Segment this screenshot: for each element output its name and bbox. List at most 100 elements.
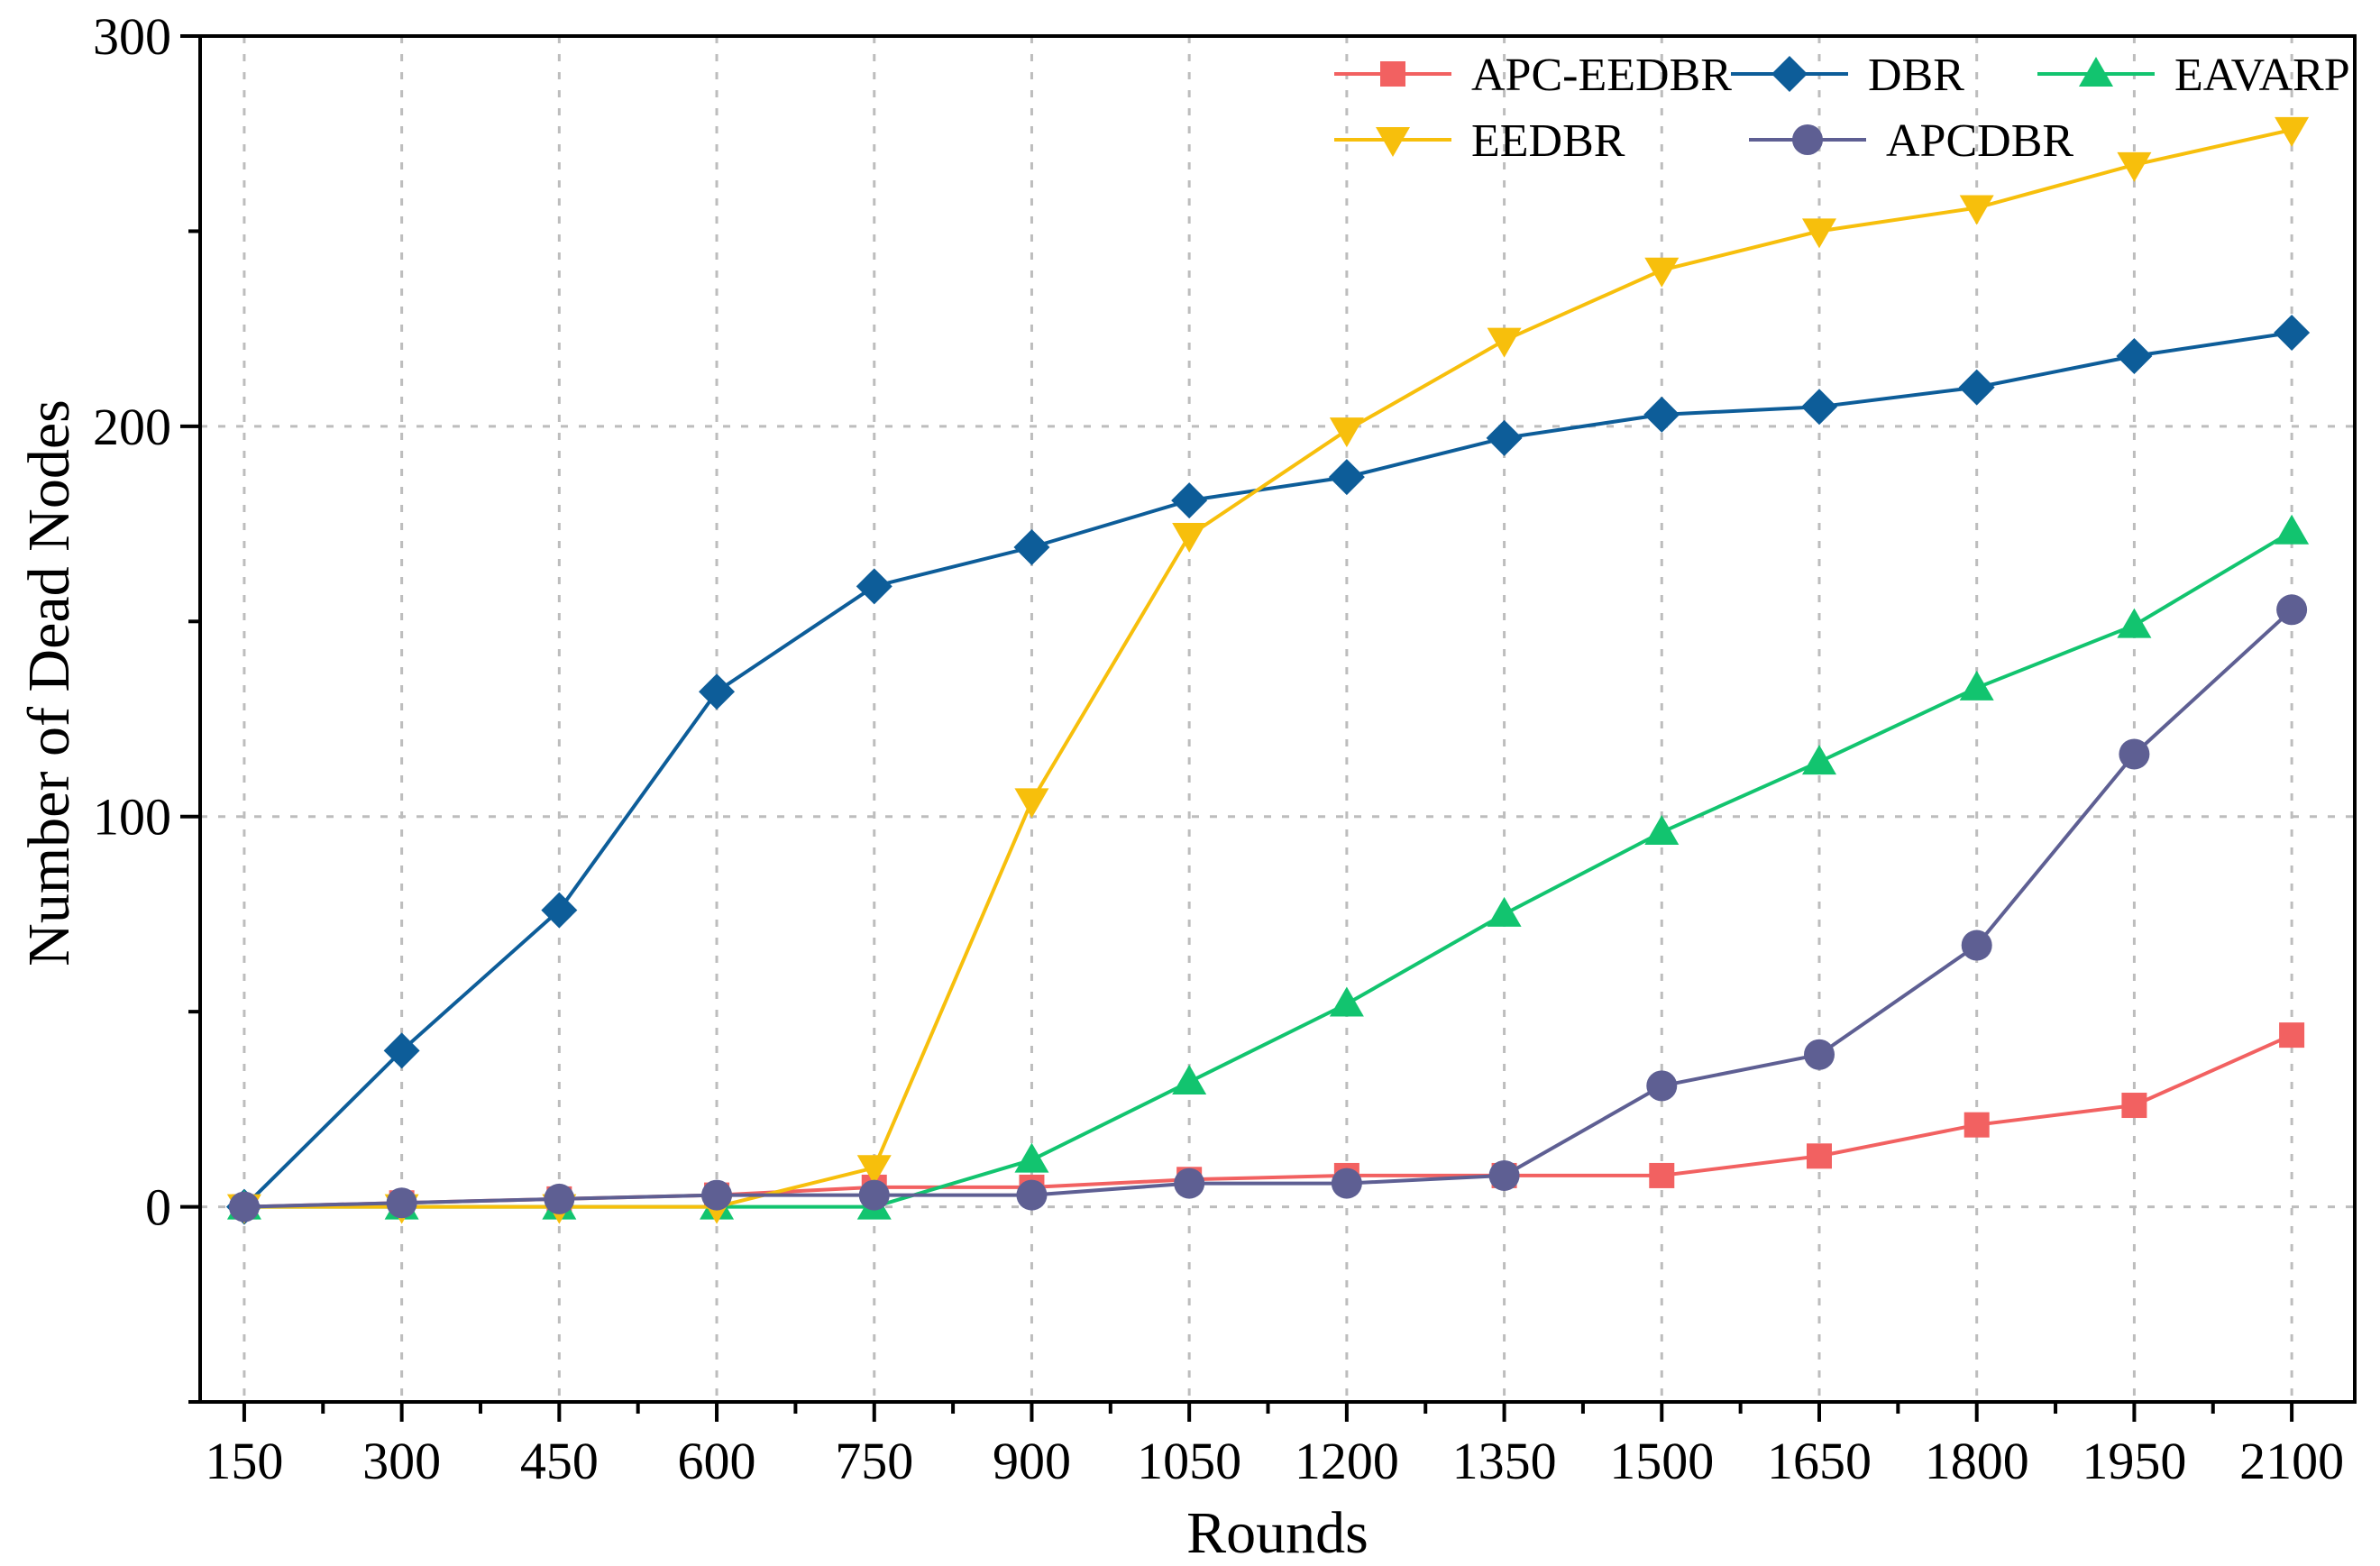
point-eedbr xyxy=(1801,218,1836,249)
legend-marker xyxy=(1771,56,1808,92)
point-dbr xyxy=(856,568,892,605)
series-layer xyxy=(225,116,2311,1225)
point-eedbr xyxy=(1644,257,1680,288)
point-dbr xyxy=(2274,314,2311,351)
point-eavarp xyxy=(1487,896,1522,927)
legend: APC-EEDBR DBR EAVARP EEDBR APCDBR xyxy=(1334,50,2350,167)
x-tick-label: 1650 xyxy=(1767,1432,1872,1490)
legend-label: APCDBR xyxy=(1886,115,2073,167)
point-eavarp xyxy=(2117,608,2152,638)
point-dbr xyxy=(541,892,578,929)
y-tick-label: 200 xyxy=(93,398,171,456)
series-eedbr xyxy=(226,116,2310,1224)
legend-marker xyxy=(1376,127,1410,157)
legend-item-apcdbr: APCDBR xyxy=(1749,115,2073,167)
point-eavarp xyxy=(2275,514,2310,545)
point-apcdbr xyxy=(2119,738,2150,770)
point-eedbr xyxy=(1329,417,1364,448)
series-dbr xyxy=(225,314,2311,1225)
point-apcdbr xyxy=(701,1179,733,1211)
point-eedbr xyxy=(1959,195,1994,225)
point-eavarp xyxy=(1801,745,1836,775)
point-eavarp xyxy=(1014,1142,1049,1173)
x-tick-label: 900 xyxy=(993,1432,1071,1490)
point-apcdbr xyxy=(228,1191,260,1223)
point-apc-eedbr xyxy=(1649,1162,1675,1188)
legend-item-eedbr: EEDBR xyxy=(1334,115,1625,167)
x-tick-label: 1050 xyxy=(1137,1432,1241,1490)
point-apcdbr xyxy=(1803,1039,1835,1070)
x-tick-label: 1500 xyxy=(1609,1432,1714,1490)
plot-frame xyxy=(198,34,2357,1404)
y-axis-title: Number of Dead Nodes xyxy=(16,399,82,966)
point-apcdbr xyxy=(2276,594,2308,626)
point-eedbr xyxy=(1487,327,1522,358)
legend-label: APC-EEDBR xyxy=(1471,50,1732,101)
x-tick-label: 600 xyxy=(678,1432,756,1490)
series-apcdbr xyxy=(228,594,2308,1223)
x-tick-label: 1950 xyxy=(2082,1432,2186,1490)
x-tick-label: 1350 xyxy=(1452,1432,1557,1490)
legend-item-apc-eedbr: APC-EEDBR xyxy=(1334,50,1732,101)
point-eavarp xyxy=(1959,670,1994,701)
x-tick-label: 750 xyxy=(835,1432,913,1490)
x-tick-label: 1200 xyxy=(1295,1432,1399,1490)
point-apc-eedbr xyxy=(2121,1093,2147,1119)
point-dbr xyxy=(1171,482,1208,519)
point-dbr xyxy=(1800,389,1837,426)
point-dbr xyxy=(1013,529,1050,566)
line-eedbr xyxy=(243,127,2293,1209)
legend-item-eavarp: EAVARP xyxy=(2037,50,2350,101)
point-apc-eedbr xyxy=(1964,1112,1990,1138)
y-tick-label: 100 xyxy=(93,788,171,847)
point-apc-eedbr xyxy=(1806,1143,1832,1169)
point-apcdbr xyxy=(544,1183,575,1214)
x-tick-label: 450 xyxy=(520,1432,599,1490)
line-dbr xyxy=(243,331,2293,1209)
legend-label: EEDBR xyxy=(1471,115,1625,167)
axis-ticks: 150 300 450 600 750 900 1050 1200 1350 1500 1650 18… xyxy=(93,7,2344,1490)
series-eavarp xyxy=(226,514,2310,1220)
point-eedbr xyxy=(2275,116,2310,147)
point-eedbr xyxy=(1172,523,1207,554)
x-tick-label: 2100 xyxy=(2239,1432,2344,1490)
point-dbr xyxy=(1486,419,1523,456)
legend-label: DBR xyxy=(1868,50,1964,101)
point-dbr xyxy=(1643,396,1680,433)
point-dbr xyxy=(2116,337,2153,374)
point-dbr xyxy=(1328,459,1365,496)
point-dbr xyxy=(383,1032,420,1069)
legend-item-dbr: DBR xyxy=(1731,50,1964,101)
legend-marker xyxy=(1380,61,1405,87)
point-eedbr xyxy=(856,1155,892,1186)
point-eedbr xyxy=(2117,151,2152,182)
point-apcdbr xyxy=(1016,1179,1048,1211)
point-eavarp xyxy=(1172,1065,1207,1095)
point-apc-eedbr xyxy=(2279,1022,2305,1049)
point-apcdbr xyxy=(1646,1070,1678,1102)
x-tick-label: 300 xyxy=(362,1432,441,1490)
point-dbr xyxy=(699,673,736,710)
point-eedbr xyxy=(1014,788,1049,819)
point-apcdbr xyxy=(1331,1168,1362,1199)
y-tick-label: 300 xyxy=(93,7,171,66)
point-apcdbr xyxy=(858,1179,890,1211)
y-tick-label: 0 xyxy=(145,1178,171,1237)
point-eavarp xyxy=(1329,986,1364,1017)
line-apcdbr xyxy=(243,608,2293,1209)
series-apc-eedbr xyxy=(231,1022,2305,1220)
point-apcdbr xyxy=(386,1187,417,1219)
x-axis-title: Rounds xyxy=(1186,1500,1368,1566)
point-eavarp xyxy=(1644,815,1680,846)
point-apcdbr xyxy=(1174,1168,1205,1199)
line-eavarp xyxy=(243,529,2293,1209)
grid xyxy=(200,36,2355,1402)
x-tick-label: 1800 xyxy=(1925,1432,2029,1490)
point-apcdbr xyxy=(1961,930,1992,961)
legend-marker xyxy=(2079,57,2113,87)
point-dbr xyxy=(1958,369,1995,406)
legend-marker xyxy=(1792,124,1823,155)
point-apcdbr xyxy=(1488,1159,1520,1191)
legend-label: EAVARP xyxy=(2174,50,2350,101)
